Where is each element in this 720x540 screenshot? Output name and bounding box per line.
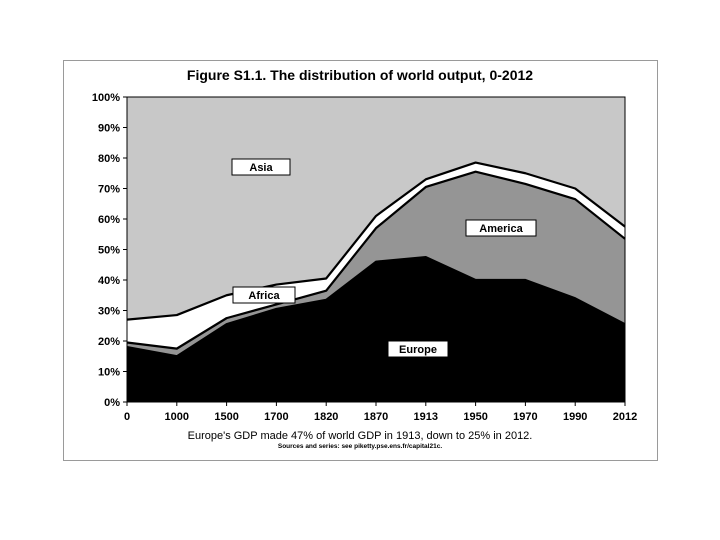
y-tick-label: 20% xyxy=(98,336,120,348)
y-tick-label: 50% xyxy=(98,245,120,257)
x-tick-label: 1820 xyxy=(314,411,338,423)
x-tick-label: 1990 xyxy=(563,411,587,423)
x-tick-label: 1870 xyxy=(364,411,388,423)
series-label-box xyxy=(232,286,296,304)
y-tick-label: 90% xyxy=(98,123,120,135)
area-europe xyxy=(127,257,625,402)
chart-caption: Europe's GDP made 47% of world GDP in 19… xyxy=(187,430,533,442)
series-label-america: America xyxy=(479,223,523,235)
series-label-box xyxy=(231,158,291,176)
series-label-africa: Africa xyxy=(248,290,280,302)
chart-source: Sources and series: see piketty.pse.ens.… xyxy=(277,443,443,450)
series-label-asia: Asia xyxy=(249,162,273,174)
x-tick-label: 0 xyxy=(124,411,130,423)
y-tick-label: 70% xyxy=(98,184,120,196)
series-label-europe: Europe xyxy=(399,344,437,356)
series-label-box xyxy=(465,219,537,237)
x-tick-label: 1950 xyxy=(463,411,487,423)
boundary-line xyxy=(126,161,626,321)
boundary-line xyxy=(126,256,626,358)
y-tick-label: 60% xyxy=(98,214,120,226)
x-tick-label: 2012 xyxy=(613,411,637,423)
area-asia xyxy=(127,97,625,320)
x-tick-label: 1000 xyxy=(165,411,189,423)
x-tick-label: 1700 xyxy=(264,411,288,423)
y-tick-label: 40% xyxy=(98,275,120,287)
x-tick-label: 1913 xyxy=(414,411,438,423)
y-tick-label: 0% xyxy=(104,397,120,409)
area-america xyxy=(127,171,625,357)
chart-title: Figure S1.1. The distribution of world o… xyxy=(186,67,534,83)
y-tick-label: 10% xyxy=(98,367,120,379)
y-tick-label: 30% xyxy=(98,306,120,318)
x-tick-label: 1970 xyxy=(513,411,537,423)
x-tick-label: 1500 xyxy=(214,411,238,423)
y-tick-label: 100% xyxy=(92,92,120,104)
series-label-box xyxy=(387,340,449,358)
boundary-line xyxy=(126,170,626,350)
y-tick-label: 80% xyxy=(98,153,120,165)
